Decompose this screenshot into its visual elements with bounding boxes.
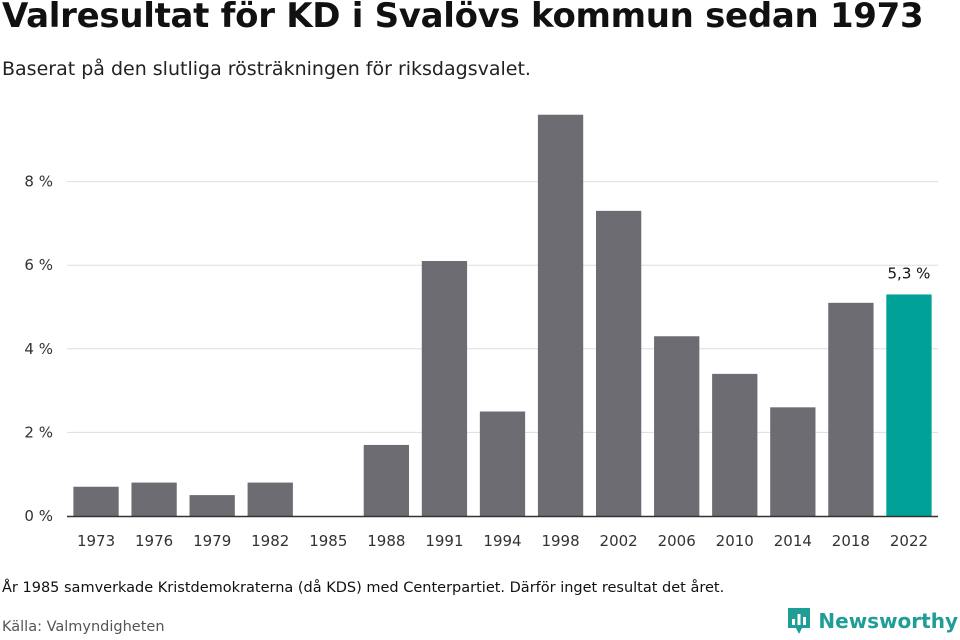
brand-name: Newsworthy [818,609,958,633]
y-tick-label: 8 % [24,173,53,191]
bar-2002 [595,210,642,517]
bar-1982 [247,482,293,516]
bar-1988 [363,444,410,516]
x-tick-label: 1976 [135,532,173,550]
y-tick-label: 0 % [24,507,53,525]
source-credit: Källa: Valmyndigheten [2,619,165,635]
x-axis-ticks: 1973 1976 1979 1982 1985 1988 1991 1994 1998 2002… [77,532,928,550]
x-tick-label: 2010 [716,532,754,550]
bar-1998 [537,114,584,516]
x-tick-label: 1979 [193,532,231,550]
x-tick-label: 2018 [832,532,870,550]
bar-2014 [770,407,816,516]
x-tick-label: 1994 [483,532,521,550]
x-tick-label: 1998 [541,532,579,550]
bar-1991 [421,261,468,516]
x-tick-label: 2006 [658,532,696,550]
y-tick-label: 6 % [24,256,53,274]
x-tick-label: 1991 [425,532,463,550]
data-label-2022: 5,3 % [888,264,931,282]
bars [73,114,932,517]
chart-title: Valresultat för KD i Svalövs kommun seda… [2,0,924,36]
chart-subtitle: Baserat på den slutliga rösträkningen fö… [2,58,531,80]
bar-2010 [712,373,758,516]
footnote: År 1985 samverkade Kristdemokraterna (då… [2,580,725,596]
bar-2018 [828,302,874,516]
bar-1973 [73,486,119,516]
y-tick-label: 2 % [24,423,53,441]
y-axis-ticks: 0 % 2 % 4 % 6 % 8 % [24,173,53,525]
x-tick-label: 2014 [774,532,812,550]
x-tick-label: 1982 [251,532,289,550]
x-tick-label: 1988 [367,532,405,550]
x-tick-label: 1973 [77,532,115,550]
x-tick-label: 2022 [890,532,928,550]
grid-lines [67,181,938,433]
bar-1994 [479,411,526,516]
y-tick-label: 4 % [24,340,53,358]
bar-chart: 0 % 2 % 4 % 6 % 8 % 1973 1976 1979 1982 1985 1988… [24,114,938,550]
bar-1976 [131,482,177,516]
x-tick-label: 1985 [309,532,347,550]
bar-2022 [886,294,932,516]
bar-2006 [654,336,700,516]
newsworthy-logo-icon [788,608,811,634]
data-labels: 5,3 % [888,264,931,282]
bar-1979 [189,495,235,516]
brand-logo[interactable]: Newsworthy [786,606,958,636]
x-tick-label: 2002 [600,532,638,550]
